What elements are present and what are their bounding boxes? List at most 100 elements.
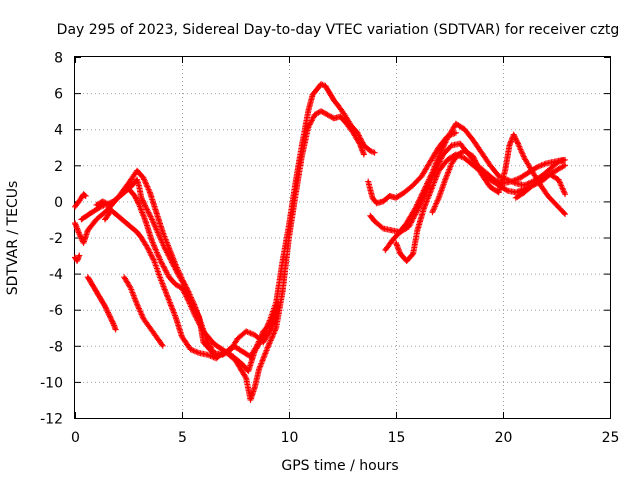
data-point bbox=[463, 149, 466, 153]
data-point bbox=[381, 200, 385, 203]
data-point bbox=[103, 218, 107, 221]
data-point bbox=[332, 117, 336, 120]
data-point bbox=[135, 169, 139, 172]
data-point bbox=[514, 191, 518, 194]
data-point bbox=[167, 247, 171, 250]
data-point bbox=[127, 182, 130, 185]
series-markers bbox=[93, 108, 367, 403]
data-point bbox=[80, 218, 83, 221]
x-tick-label: 15 bbox=[388, 430, 406, 446]
data-point bbox=[563, 212, 567, 216]
y-tick-label: 8 bbox=[54, 51, 63, 67]
data-point bbox=[257, 368, 261, 371]
data-point bbox=[516, 142, 520, 145]
data-point bbox=[446, 158, 449, 162]
data-point bbox=[480, 173, 483, 176]
data-point bbox=[531, 183, 535, 187]
series-markers bbox=[102, 81, 378, 375]
x-tick-label: 5 bbox=[178, 430, 187, 446]
data-point bbox=[249, 398, 252, 402]
data-point bbox=[270, 326, 274, 329]
data-point bbox=[176, 272, 179, 275]
data-point bbox=[536, 165, 539, 169]
data-point bbox=[99, 297, 102, 301]
data-point bbox=[437, 155, 440, 158]
data-point bbox=[343, 113, 346, 116]
data-point bbox=[287, 223, 291, 227]
data-point bbox=[157, 232, 160, 236]
data-point bbox=[563, 158, 567, 162]
data-point bbox=[557, 160, 560, 163]
data-point bbox=[90, 211, 94, 214]
data-point bbox=[155, 335, 158, 338]
data-point bbox=[189, 348, 192, 351]
y-tick-labels: -12 -10 -8 -6 -4 -2 0 2 4 6 8 bbox=[40, 51, 63, 428]
data-point bbox=[540, 174, 543, 178]
data-point bbox=[563, 192, 567, 196]
data-point bbox=[326, 113, 329, 116]
data-point bbox=[133, 194, 137, 198]
data-point bbox=[394, 241, 398, 245]
series-N bbox=[512, 171, 569, 201]
data-point bbox=[182, 283, 186, 286]
data-point bbox=[311, 93, 314, 97]
data-point bbox=[253, 333, 256, 337]
data-point bbox=[437, 196, 440, 199]
data-point bbox=[366, 180, 370, 183]
data-point bbox=[140, 196, 143, 199]
data-point bbox=[259, 339, 263, 342]
data-point bbox=[86, 276, 90, 279]
data-point bbox=[514, 182, 518, 185]
data-point bbox=[108, 203, 111, 207]
data-point bbox=[82, 192, 85, 196]
series-G bbox=[84, 274, 119, 333]
data-point bbox=[155, 211, 158, 214]
data-point bbox=[146, 247, 149, 250]
data-point bbox=[232, 355, 235, 358]
data-point bbox=[95, 290, 98, 293]
data-point bbox=[138, 203, 141, 207]
data-point bbox=[135, 230, 139, 234]
data-point bbox=[555, 203, 558, 207]
data-point bbox=[429, 160, 432, 163]
data-point bbox=[232, 344, 235, 347]
data-point bbox=[78, 254, 81, 257]
data-markers bbox=[72, 81, 569, 403]
data-point bbox=[414, 207, 417, 210]
data-point bbox=[82, 241, 85, 245]
data-point bbox=[446, 137, 449, 140]
series-F bbox=[72, 252, 83, 264]
data-point bbox=[142, 176, 145, 180]
data-point bbox=[138, 185, 141, 189]
data-point bbox=[394, 196, 398, 199]
data-point bbox=[373, 220, 376, 223]
data-point bbox=[523, 187, 526, 190]
data-point bbox=[95, 218, 98, 221]
data-point bbox=[294, 182, 297, 185]
data-point bbox=[506, 189, 509, 192]
data-point bbox=[454, 122, 458, 125]
data-point bbox=[319, 109, 323, 113]
data-point bbox=[362, 153, 366, 156]
data-point bbox=[112, 322, 115, 326]
data-point bbox=[170, 259, 173, 263]
data-point bbox=[420, 174, 423, 178]
data-point bbox=[174, 283, 177, 286]
y-tick-label: -8 bbox=[49, 339, 63, 355]
data-point bbox=[450, 162, 453, 165]
data-point bbox=[328, 91, 331, 95]
x-tick-label: 0 bbox=[71, 430, 80, 446]
data-point bbox=[84, 194, 87, 198]
y-tick-label: -4 bbox=[49, 267, 63, 283]
data-point bbox=[180, 335, 184, 338]
data-point bbox=[140, 236, 143, 239]
data-point bbox=[471, 164, 475, 167]
data-point bbox=[281, 290, 284, 293]
data-point bbox=[437, 169, 440, 172]
data-point bbox=[403, 191, 406, 194]
data-point bbox=[523, 183, 526, 187]
series-markers bbox=[72, 252, 83, 264]
data-point bbox=[546, 194, 550, 198]
data-point bbox=[129, 286, 132, 290]
